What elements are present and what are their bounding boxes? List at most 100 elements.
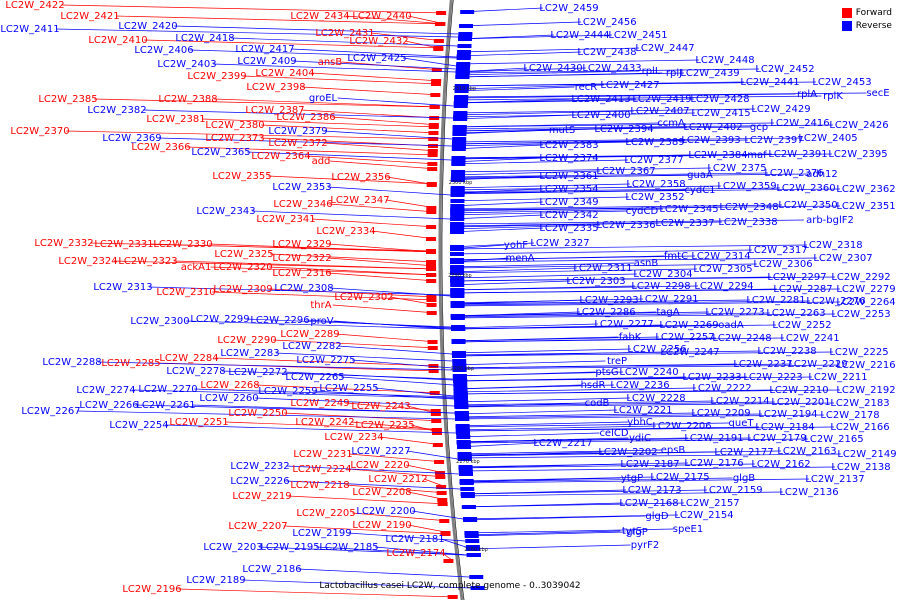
reverse-gene-label: LC2W_2191 xyxy=(684,433,743,444)
reverse-gene-label: LC2W_2420 xyxy=(118,21,177,32)
gene-glyph xyxy=(469,575,484,579)
reverse-gene-label: LC2W_2177 xyxy=(714,447,773,458)
leader-line xyxy=(351,421,442,431)
gene-glyph xyxy=(466,553,481,557)
forward-gene-label: LC2W_2309 xyxy=(213,284,272,295)
reverse-gene-label: LC2W_2181 xyxy=(385,534,444,545)
gene-glyph xyxy=(432,443,443,447)
reverse-gene-label: LC2W_2317 xyxy=(748,245,807,256)
reverse-gene-label: ptsG xyxy=(595,367,618,378)
leader-line xyxy=(453,389,840,395)
reverse-gene-label: LC2W_2168 xyxy=(619,498,678,509)
forward-gene-label: LC2W_2316 xyxy=(272,268,331,279)
reverse-gene-label: LC2W_2192 xyxy=(836,385,895,396)
legend-reverse: Reverse xyxy=(841,21,892,31)
legend: Forward Reverse xyxy=(841,8,892,34)
forward-gene-label: LC2W_2410 xyxy=(88,35,147,46)
reverse-gene-label: LC2W_2199 xyxy=(292,528,351,539)
leader-line xyxy=(348,532,466,542)
forward-gene-label: ansB xyxy=(318,57,343,68)
leader-line xyxy=(66,130,439,140)
reverse-gene-label: LC2W_2257 xyxy=(655,332,714,343)
forward-gene-label: add xyxy=(312,156,331,167)
leader-line xyxy=(116,15,446,25)
reverse-gene-label: LC2W_2403 xyxy=(157,59,216,70)
reverse-gene-label: LC2W_2318 xyxy=(803,240,862,251)
leader-line xyxy=(450,185,721,191)
leader-line xyxy=(450,298,643,304)
reverse-gene-label: asnB xyxy=(634,258,659,269)
reverse-gene-label: LC2W_2229 xyxy=(788,359,847,370)
gene-glyph xyxy=(434,460,445,464)
forward-gene-label: LC2W_2422 xyxy=(5,0,64,11)
leader-line xyxy=(209,243,437,253)
leader-line xyxy=(247,151,452,161)
leader-line xyxy=(450,227,543,233)
leader-line xyxy=(328,186,451,196)
leader-line xyxy=(455,70,640,76)
leader-line xyxy=(449,244,505,250)
leader-line xyxy=(333,320,452,330)
reverse-gene-label: LC2W_2349 xyxy=(539,197,598,208)
gene-glyph xyxy=(426,237,437,241)
reverse-gene-label: proV xyxy=(310,316,333,327)
forward-gene-label: LC2W_2285 xyxy=(101,358,160,369)
leader-line xyxy=(454,92,867,98)
forward-gene-label: LC2W_2324 xyxy=(58,256,117,267)
forward-gene-label: LC2W_2325 xyxy=(214,249,273,260)
reverse-gene-label: LC2W_2354 xyxy=(539,184,598,195)
leader-line xyxy=(450,263,757,269)
leader-line xyxy=(452,351,833,357)
reverse-gene-label: LC2W_2266 xyxy=(79,400,138,411)
gene-glyph xyxy=(437,498,448,502)
leader-line xyxy=(457,450,781,456)
forward-gene-label: LC2W_2220 xyxy=(350,460,409,471)
leader-line xyxy=(450,214,543,220)
leader-line xyxy=(194,388,454,398)
gene-glyph xyxy=(436,491,447,495)
leader-line xyxy=(453,387,696,393)
forward-gene-label: LC2W_2347 xyxy=(330,195,389,206)
reverse-gene-label: LC2W_2175 xyxy=(650,472,709,483)
leader-line xyxy=(252,210,451,220)
gene-glyph xyxy=(452,137,467,141)
reverse-gene-label: LC2W_2261 xyxy=(136,400,195,411)
reverse-gene-label: LC2W_2438 xyxy=(577,47,636,58)
reverse-gene-label: rplJ xyxy=(666,68,682,79)
reverse-gene-label: LC2W_2173 xyxy=(622,485,681,496)
leader-line xyxy=(452,371,623,377)
reverse-gene-label: menA xyxy=(505,253,534,264)
forward-gene-label: LC2W_2364 xyxy=(251,151,310,162)
reverse-gene-label: LC2W_2418 xyxy=(175,33,234,44)
reverse-gene-label: LC2W_2194 xyxy=(758,409,817,420)
reverse-gene-label: LC2W_2225 xyxy=(829,347,888,358)
reverse-gene-label: LC2W_2337 xyxy=(655,218,714,229)
leader-line xyxy=(387,176,437,186)
gene-glyph xyxy=(433,47,444,51)
reverse-gene-label: LC2W_2206 xyxy=(652,421,711,432)
leader-line xyxy=(452,137,802,143)
leader-line xyxy=(255,397,455,407)
forward-gene-label: LC2W_2341 xyxy=(256,214,315,225)
leader-line xyxy=(269,266,437,276)
leader-line xyxy=(273,339,438,349)
reverse-gene-label: LC2W_2214 xyxy=(710,396,769,407)
reverse-gene-label: LC2W_2203 xyxy=(203,542,262,553)
reverse-gene-label: LC2W_2429 xyxy=(751,104,810,115)
leader-line xyxy=(210,266,437,276)
reverse-gene-label: LC2W_2217 xyxy=(533,438,592,449)
leader-line xyxy=(390,296,437,306)
leader-line xyxy=(403,57,457,67)
forward-gene-label: LC2W_2398 xyxy=(246,82,305,93)
reverse-gene-label: LC2W_2281 xyxy=(746,295,805,306)
gene-glyph xyxy=(427,149,438,153)
gene-glyph xyxy=(450,294,465,298)
reverse-gene-label: glgB xyxy=(733,473,755,484)
leader-line xyxy=(56,28,459,38)
reverse-gene-label: LC2W_2238 xyxy=(757,346,816,357)
forward-gene-label: LC2W_2346 xyxy=(273,199,332,210)
leader-line xyxy=(329,160,438,170)
reverse-gene-label: LC2W_2407 xyxy=(630,106,689,117)
reverse-gene-label: LC2W_2209 xyxy=(691,408,750,419)
leader-line xyxy=(225,421,442,431)
